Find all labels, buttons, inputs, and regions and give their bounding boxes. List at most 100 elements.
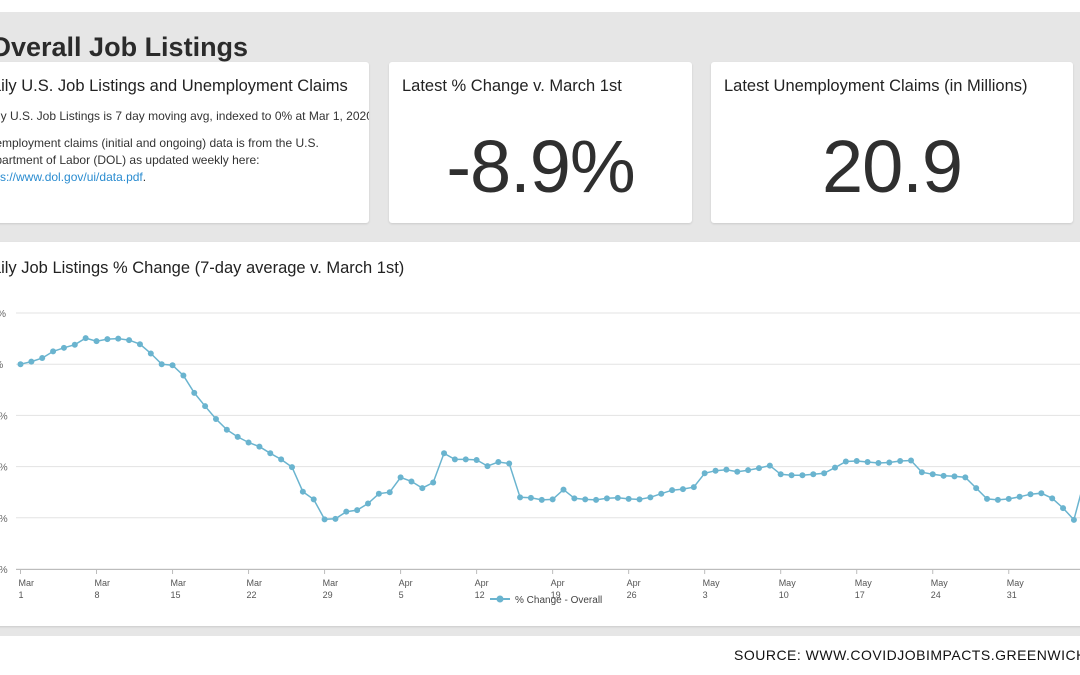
data-point — [853, 457, 860, 464]
data-point — [1038, 490, 1045, 497]
x-tick-month: Apr — [399, 578, 413, 588]
data-point — [267, 450, 274, 457]
data-point — [549, 496, 556, 503]
x-tick-month: May — [855, 578, 873, 588]
description-line-2: Unemployment claims (initial and ongoing… — [0, 136, 319, 150]
percent-change-value: -8.9% — [446, 125, 635, 208]
data-point — [593, 496, 600, 503]
data-point — [169, 362, 176, 369]
x-tick-day: 10 — [779, 590, 789, 600]
data-point — [690, 484, 697, 491]
x-tick-month: Apr — [475, 578, 489, 588]
data-point — [712, 467, 719, 474]
data-point — [766, 462, 773, 469]
x-tick-day: 1 — [19, 590, 24, 600]
data-point — [332, 515, 339, 522]
data-point — [310, 496, 317, 503]
series-line — [20, 337, 1080, 522]
x-tick-month: May — [779, 578, 797, 588]
y-tick-label: -20% — [0, 463, 8, 474]
x-tick-day: 15 — [171, 590, 181, 600]
x-tick-month: Mar — [95, 578, 111, 588]
data-point — [679, 486, 686, 493]
x-tick-day: 5 — [399, 590, 404, 600]
data-point — [50, 348, 57, 355]
data-point — [929, 471, 936, 478]
data-point — [17, 361, 24, 368]
data-point — [1070, 516, 1077, 523]
data-point — [777, 471, 784, 478]
data-point — [940, 472, 947, 479]
data-point — [897, 457, 904, 464]
x-tick-day: 3 — [703, 590, 708, 600]
data-point — [451, 456, 458, 463]
y-tick-label: -10% — [0, 411, 8, 422]
data-point — [951, 473, 958, 480]
legend-label: % Change - Overall — [515, 595, 602, 606]
data-point — [202, 403, 209, 410]
data-point — [647, 494, 654, 501]
data-point — [636, 496, 643, 503]
data-point — [658, 490, 665, 497]
data-point — [343, 508, 350, 515]
description-line-4: https://www.dol.gov/ui/data.pdf. — [0, 170, 146, 184]
data-point — [517, 494, 524, 501]
data-point — [984, 495, 991, 502]
data-point — [538, 496, 545, 503]
data-point — [1005, 495, 1012, 502]
x-tick-month: Mar — [19, 578, 35, 588]
data-point — [397, 474, 404, 481]
data-point — [245, 439, 252, 446]
data-point — [365, 500, 372, 507]
data-point — [484, 463, 491, 470]
x-tick-month: Mar — [247, 578, 263, 588]
data-point — [71, 341, 78, 348]
description-card-title: Daily U.S. Job Listings and Unemployment… — [0, 77, 348, 95]
x-tick-month: May — [1007, 578, 1025, 588]
data-point — [441, 450, 448, 457]
source-caption: SOURCE: WWW.COVIDJOBIMPACTS.GREENWICH.HR — [734, 647, 1080, 663]
x-tick-day: 29 — [323, 590, 333, 600]
dashboard-title: Overall Job Listings — [0, 32, 249, 62]
data-point — [723, 466, 730, 473]
data-point — [560, 486, 567, 493]
data-point — [354, 507, 361, 514]
data-point — [886, 459, 893, 466]
data-point — [701, 470, 708, 477]
dol-data-link[interactable]: https://www.dol.gov/ui/data.pdf — [0, 170, 143, 184]
data-point — [875, 460, 882, 467]
x-tick-month: Apr — [627, 578, 641, 588]
data-point — [430, 479, 437, 486]
data-point — [994, 496, 1001, 503]
data-point — [821, 470, 828, 477]
data-point — [234, 433, 241, 440]
data-point — [495, 458, 502, 465]
y-tick-label: -30% — [0, 514, 8, 525]
x-tick-day: 8 — [95, 590, 100, 600]
data-point — [918, 469, 925, 476]
data-point — [289, 464, 295, 471]
data-point — [788, 472, 795, 479]
data-point — [299, 488, 306, 495]
data-point — [223, 426, 230, 433]
x-tick-day: 17 — [855, 590, 865, 600]
data-point — [799, 472, 806, 479]
data-point — [278, 456, 285, 463]
data-point — [506, 460, 513, 467]
data-point — [1027, 491, 1034, 498]
unemployment-claims-title: Latest Unemployment Claims (in Millions) — [724, 77, 1028, 95]
data-point — [973, 485, 980, 492]
x-tick-month: May — [931, 578, 949, 588]
data-point — [864, 458, 871, 465]
data-point — [571, 495, 578, 502]
percent-change-title: Latest % Change v. March 1st — [402, 77, 622, 95]
y-tick-label: -40% — [0, 565, 8, 576]
x-tick-day: 26 — [627, 590, 637, 600]
description-line-1: Daily U.S. Job Listings is 7 day moving … — [0, 109, 369, 123]
data-point — [962, 474, 969, 481]
data-point — [908, 457, 915, 464]
data-point — [191, 389, 198, 396]
data-point — [1016, 493, 1023, 500]
data-point — [158, 361, 165, 368]
data-point — [375, 490, 382, 497]
